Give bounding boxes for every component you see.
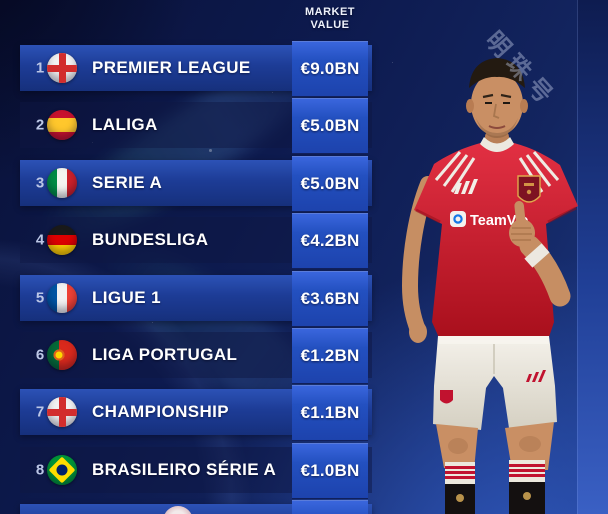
market-value-box: €9.0BN: [292, 41, 368, 97]
league-row-3: 3 SERIE A €5.0BN: [20, 156, 372, 212]
rank-label: 3: [35, 174, 45, 192]
flag-france-icon: [47, 283, 77, 313]
flag-germany-icon: [47, 225, 77, 255]
market-value-box: €1.1BN: [292, 385, 368, 441]
league-row-6: 6 LIGA PORTUGAL €1.2BN: [20, 328, 372, 384]
market-value: €1.0BN: [300, 461, 360, 480]
flag-spain-icon: [47, 110, 77, 140]
flag-england-icon: [47, 397, 77, 427]
league-name: LIGUE 1: [92, 288, 161, 307]
flag-portugal-icon: [47, 340, 77, 370]
rank-label: 2: [35, 116, 45, 134]
market-value: €1.2BN: [300, 346, 360, 365]
league-name: CHAMPIONSHIP: [92, 402, 230, 421]
market-value-box: €5.0BN: [292, 98, 368, 154]
star-speckles: [0, 0, 1, 1]
flag-england-icon: [47, 53, 77, 83]
flag-brazil-icon: [47, 455, 77, 485]
player-shorts: [433, 336, 557, 430]
right-edge-band: [577, 0, 608, 514]
league-name: SERIE A: [92, 173, 163, 192]
market-value: €9.0BN: [300, 59, 360, 78]
player-thumbs-up-arm: [509, 201, 571, 307]
market-value-column-header: MARKET VALUE: [304, 6, 356, 31]
market-value-box: €1.0BN: [292, 443, 368, 499]
league-row-7: 7 CHAMPIONSHIP €1.1BN: [20, 385, 372, 441]
player-shirt: [414, 137, 578, 340]
rank-label: 5: [35, 289, 45, 307]
partial-circle-decoration: [163, 506, 193, 514]
market-value-box: €3.6BN: [292, 271, 368, 327]
league-name: PREMIER LEAGUE: [92, 58, 251, 77]
player-legs: [436, 422, 554, 470]
market-value: €1.1BN: [300, 403, 360, 422]
league-row-2: 2 LALIGA €5.0BN: [20, 98, 372, 154]
league-row-5: 5 LIGUE 1 €3.6BN: [20, 271, 372, 327]
rank-label: 4: [35, 231, 45, 249]
league-name: BUNDESLIGA: [92, 230, 209, 249]
rank-label: 7: [35, 403, 45, 421]
league-row-4: 4 BUNDESLIGA €4.2BN: [20, 213, 372, 269]
market-value: €3.6BN: [300, 289, 360, 308]
player-photo: TeamVie: [401, 58, 578, 514]
flag-italy-icon: [47, 168, 77, 198]
sponsor-logo-icon: [450, 211, 466, 227]
league-name: BRASILEIRO SÉRIE A: [92, 460, 277, 479]
league-name: LALIGA: [92, 115, 158, 134]
league-row-1: 1 PREMIER LEAGUE €9.0BN: [20, 41, 372, 97]
market-value-box: €1.2BN: [292, 328, 368, 384]
player-head: [466, 58, 528, 138]
partial-league-row-9: [20, 500, 372, 514]
market-value-box: €4.2BN: [292, 213, 368, 269]
market-value: €4.2BN: [300, 231, 360, 250]
team-crest-icon: [517, 175, 541, 203]
rank-label: 8: [35, 461, 45, 479]
adidas-logo-icon: [454, 179, 478, 194]
market-value-box: [292, 500, 368, 514]
player-socks: [445, 460, 545, 514]
league-name: LIGA PORTUGAL: [92, 345, 238, 364]
rank-label: 1: [35, 59, 45, 77]
rank-label: 6: [35, 346, 45, 364]
market-value: €5.0BN: [300, 116, 360, 135]
league-row-8: 8 BRASILEIRO SÉRIE A €1.0BN: [20, 443, 372, 499]
market-value: €5.0BN: [300, 174, 360, 193]
market-value-box: €5.0BN: [292, 156, 368, 212]
